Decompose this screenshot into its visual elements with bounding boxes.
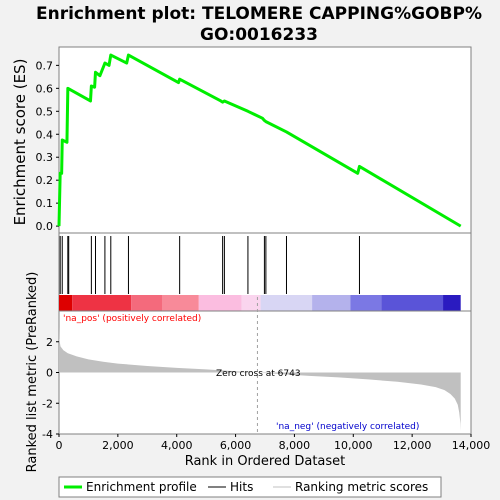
metric-y-tick-label: -4 <box>42 428 53 441</box>
es-panel <box>58 46 472 234</box>
legend-metric-label: Ranking metric scores <box>295 480 428 494</box>
x-tick-label: 4,000 <box>161 439 193 452</box>
chart-title-line2: GO:0016233 <box>200 25 318 45</box>
color-bar-segment <box>381 295 444 311</box>
chart-title-line1: Enrichment plot: TELOMERE CAPPING%GOBP% <box>36 4 482 24</box>
x-axis-label: Rank in Ordered Dataset <box>185 454 346 469</box>
color-bar-segment <box>241 295 261 311</box>
zero-cross-label: Zero cross at 6743 <box>216 369 301 379</box>
legend-box <box>58 476 442 498</box>
negative-correlation-label: 'na_neg' (negatively correlated) <box>276 422 419 432</box>
x-tick-label: 8,000 <box>279 439 311 452</box>
metric-y-tick-label: -2 <box>42 397 53 410</box>
color-bar-segment <box>59 295 73 311</box>
es-y-tick-label: 0.2 <box>36 174 54 187</box>
es-y-axis-label: Enrichment score (ES) <box>11 59 29 226</box>
ranked-metric-area <box>59 326 461 431</box>
color-bar-segment <box>350 295 382 311</box>
enrichment-profile-line <box>57 53 462 228</box>
x-tick-label: 6,000 <box>220 439 252 452</box>
es-y-tick-label: 0.0 <box>36 220 54 233</box>
color-bar-segment <box>312 295 351 311</box>
es-y-ticks: 0.0 0.1 0.2 0.3 0.4 0.5 0.6 0.7 <box>36 59 59 233</box>
es-y-tick-label: 0.1 <box>36 197 54 210</box>
color-bar-segment <box>72 295 132 311</box>
es-y-tick-label: 0.3 <box>36 151 54 164</box>
color-bar-segment <box>162 295 199 311</box>
color-bar-segment <box>131 295 162 311</box>
hit-markers <box>59 236 360 294</box>
color-bar-segment <box>260 295 313 311</box>
es-y-tick-label: 0.6 <box>36 82 54 95</box>
metric-y-ticks: -4 -2 0 2 <box>42 336 59 441</box>
rank-color-bar <box>59 295 461 311</box>
es-y-tick-label: 0.4 <box>36 128 54 141</box>
es-y-tick-label: 0.7 <box>36 59 54 72</box>
color-bar-segment <box>443 295 461 311</box>
legend-enrichment-label: Enrichment profile <box>86 480 197 494</box>
x-tick-label: 10,000 <box>334 439 373 452</box>
x-tick-label: 0 <box>56 439 63 452</box>
x-tick-label: 12,000 <box>393 439 432 452</box>
color-bar-segment <box>198 295 242 311</box>
x-tick-label: 2,000 <box>102 439 134 452</box>
x-tick-label: 14,000 <box>452 439 491 452</box>
es-y-tick-label: 0.5 <box>36 105 54 118</box>
metric-y-axis-label: Ranked list metric (PreRanked) <box>25 272 40 473</box>
legend-hits-label: Hits <box>230 480 253 494</box>
x-ticks: 0 2,000 4,000 6,000 8,000 10,000 12,000 14,000 <box>56 434 491 452</box>
positive-correlation-label: 'na_pos' (positively correlated) <box>63 314 201 324</box>
metric-y-tick-label: 2 <box>46 336 53 349</box>
metric-y-tick-label: 0 <box>46 367 53 380</box>
